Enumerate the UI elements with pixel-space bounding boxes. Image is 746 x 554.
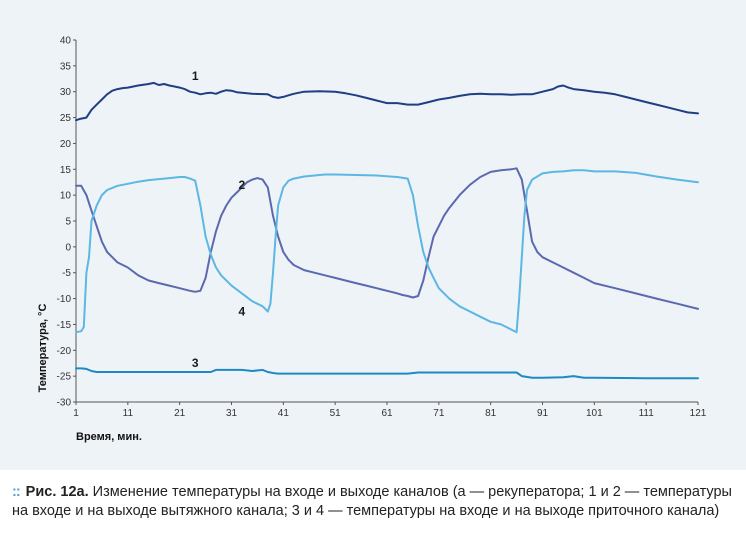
x-tick-label: 111 bbox=[639, 408, 655, 419]
figure-caption: :: Рис. 12а. Изменение температуры на вхо… bbox=[12, 483, 737, 521]
x-tick-label: 41 bbox=[278, 408, 290, 419]
series-line-3 bbox=[75, 367, 699, 380]
y-tick-label: -5 bbox=[62, 268, 71, 279]
y-tick-label: 30 bbox=[60, 87, 72, 98]
x-tick-label: 121 bbox=[690, 408, 707, 419]
x-tick-label: 21 bbox=[174, 408, 186, 419]
chart-panel bbox=[0, 0, 746, 470]
series-line-1 bbox=[75, 81, 699, 122]
x-tick-label: 51 bbox=[330, 408, 342, 419]
figure-number: Рис. 12а. bbox=[25, 484, 89, 500]
y-tick-label: 25 bbox=[60, 113, 72, 124]
y-tick-label: -30 bbox=[57, 398, 72, 409]
y-tick-label: 20 bbox=[60, 139, 72, 150]
y-tick-label: -10 bbox=[57, 294, 72, 305]
x-tick-label: 71 bbox=[433, 408, 445, 419]
x-tick-label: 101 bbox=[586, 408, 603, 419]
series-labels: 1 2 3 4 bbox=[192, 69, 246, 370]
x-axis-title: Время, мин. bbox=[76, 431, 142, 443]
y-tick-label: 10 bbox=[60, 191, 72, 202]
series-lines bbox=[75, 81, 699, 380]
x-tick-label: 81 bbox=[485, 408, 497, 419]
y-axis-title: Температура, °С bbox=[37, 304, 49, 393]
series-label-4: 4 bbox=[239, 305, 246, 319]
y-tick-label: 40 bbox=[60, 36, 72, 47]
y-tick-label: 35 bbox=[60, 61, 72, 72]
series-line-4 bbox=[75, 169, 699, 334]
caption-text: Изменение температуры на входе и выходе … bbox=[12, 484, 732, 519]
x-tick-label: 11 bbox=[123, 408, 134, 419]
x-tick-label: 1 bbox=[73, 408, 79, 419]
series-label-3: 3 bbox=[192, 356, 199, 370]
x-tick-label: 61 bbox=[381, 408, 393, 419]
y-tick-label: 0 bbox=[65, 242, 71, 253]
y-tick-label: 15 bbox=[60, 165, 72, 176]
x-tick-label: 31 bbox=[226, 408, 238, 419]
y-tick-label: -20 bbox=[57, 346, 72, 357]
series-label-1: 1 bbox=[192, 69, 199, 83]
x-tick-label: 91 bbox=[537, 408, 549, 419]
y-tick-label: -15 bbox=[57, 320, 72, 331]
series-line-2 bbox=[75, 167, 699, 310]
y-tick-label: 5 bbox=[65, 217, 71, 228]
y-tick-label: -25 bbox=[57, 372, 72, 383]
caption-bullet: :: bbox=[12, 484, 21, 500]
series-label-2: 2 bbox=[239, 178, 246, 192]
